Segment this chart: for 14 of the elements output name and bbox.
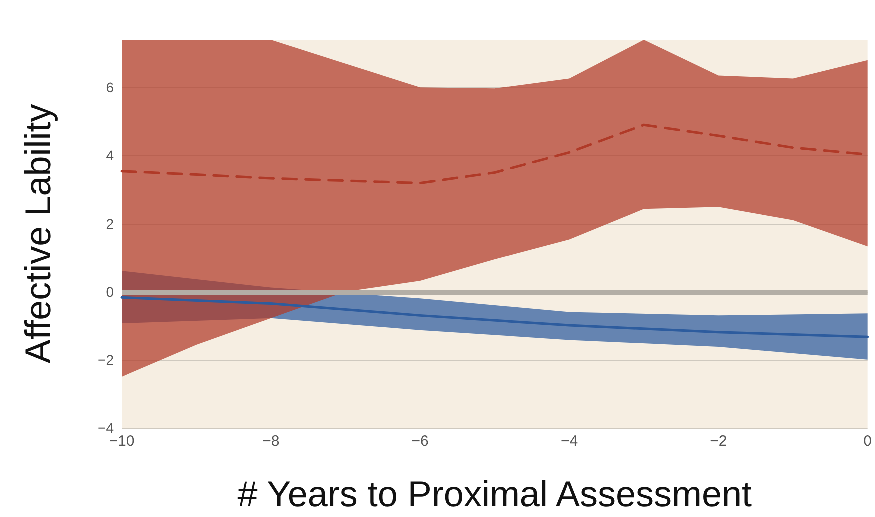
- x-tick-label: −4: [560, 433, 578, 450]
- y-tick-label: −4: [98, 420, 114, 436]
- y-tick-label: 6: [106, 80, 114, 96]
- x-tick-label: −10: [109, 433, 135, 450]
- y-tick-label: 0: [106, 284, 114, 300]
- y-axis-title: Affective Lability: [18, 104, 58, 364]
- y-tick-label: −2: [98, 352, 114, 368]
- x-axis-title: # Years to Proximal Assessment: [238, 474, 752, 514]
- y-tick-label: 4: [106, 148, 114, 164]
- x-tick-label: −6: [412, 433, 429, 450]
- x-tick-label: −2: [710, 433, 728, 450]
- x-tick-label: 0: [864, 433, 872, 450]
- y-tick-label: 2: [106, 216, 114, 232]
- x-tick-label: −8: [262, 433, 280, 450]
